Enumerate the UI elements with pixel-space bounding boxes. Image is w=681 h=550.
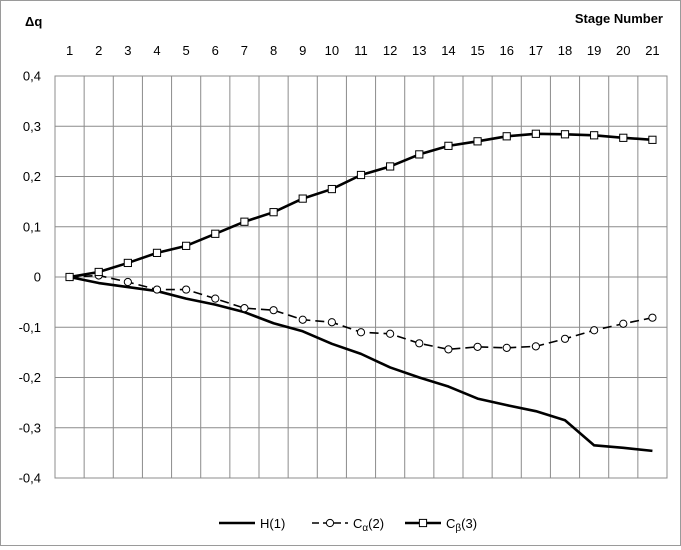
x-tick-label: 6: [212, 43, 219, 58]
series-line: [69, 275, 653, 453]
data-point: [65, 272, 74, 282]
data-point: [182, 241, 191, 250]
y-tick-label: -0,4: [19, 471, 41, 486]
data-point: [386, 162, 395, 171]
data-point: [94, 267, 103, 277]
data-point: [386, 329, 395, 338]
x-tick-label: 20: [616, 43, 630, 58]
data-point: [298, 315, 307, 324]
x-tick-label: 13: [412, 43, 426, 58]
data-point: [444, 345, 453, 354]
data-point: [269, 208, 278, 217]
grid: [54, 75, 668, 479]
x-tick-label: 14: [441, 43, 455, 58]
data-point: [590, 326, 599, 335]
legend-entry: Cβ(3): [405, 516, 477, 534]
data-point: [356, 328, 366, 337]
series: [65, 129, 657, 453]
data-point: [123, 258, 132, 268]
y-tick-labels: -0,4 -0,3 -0,2 -0,1 0 0,1 0,2 0,3 0,4: [19, 69, 41, 486]
data-point: [473, 342, 482, 351]
y-tick-label: 0,3: [23, 119, 41, 134]
legend-marker: [325, 518, 335, 528]
x-tick-label: 7: [241, 43, 248, 58]
data-point: [648, 313, 657, 322]
data-point: [298, 194, 307, 203]
x-tick-label: 12: [383, 43, 397, 58]
data-point: [502, 343, 511, 352]
x-tick-label: 21: [645, 43, 659, 58]
plot-area-border: [54, 75, 668, 479]
legend-entry: Cα(2): [312, 516, 384, 534]
data-point: [182, 285, 191, 294]
data-point: [619, 319, 628, 328]
x-tick-label: 15: [470, 43, 484, 58]
data-point: [619, 133, 628, 142]
y-tick-label: 0,2: [23, 169, 41, 184]
series-1: [69, 275, 653, 453]
data-point: [240, 304, 249, 313]
data-point: [356, 170, 366, 180]
y-tick-label: -0,2: [19, 370, 41, 385]
data-point: [327, 184, 336, 194]
x-tick-label: 19: [587, 43, 601, 58]
data-point: [240, 217, 249, 226]
data-point: [531, 342, 540, 351]
data-point: [327, 318, 336, 327]
x-tick-label: 10: [325, 43, 339, 58]
x-tick-label: 11: [354, 43, 368, 58]
data-point: [415, 150, 424, 159]
data-point: [152, 248, 162, 257]
y-axis-title: Δq: [25, 14, 42, 29]
x-tick-label: 9: [299, 43, 306, 58]
legend-marker: [418, 518, 428, 528]
legend-label: H(1): [260, 516, 285, 531]
legend-entry: H(1): [219, 516, 285, 531]
series-2: [65, 271, 657, 354]
data-point: [123, 277, 132, 287]
x-tick-label: 8: [270, 43, 277, 58]
data-point: [211, 229, 220, 238]
data-point: [415, 339, 424, 348]
y-tick-label: 0,4: [23, 69, 41, 84]
x-axis-title: Stage Number: [575, 11, 663, 26]
data-point: [560, 334, 570, 343]
data-point: [502, 132, 511, 141]
data-point: [444, 141, 453, 150]
data-point: [269, 306, 278, 315]
x-tick-label: 4: [153, 43, 160, 58]
y-tick-label: -0,1: [19, 320, 41, 335]
data-point: [211, 294, 220, 303]
data-point: [531, 129, 540, 138]
data-point: [560, 130, 570, 139]
x-tick-label: 17: [529, 43, 543, 58]
y-tick-label: 0,1: [23, 219, 41, 234]
data-point: [590, 131, 599, 140]
x-tick-label: 18: [558, 43, 572, 58]
y-tick-label: 0: [34, 270, 41, 285]
x-tick-labels: 1 2 3 4 5 6 7 8 9 10 11 12 13 14 15 16 17 18 19 20 21: [66, 43, 660, 58]
x-tick-label: 1: [66, 43, 73, 58]
x-tick-label: 2: [95, 43, 102, 58]
series-3: [65, 129, 657, 282]
x-tick-label: 16: [499, 43, 513, 58]
data-point: [648, 135, 657, 144]
legend-label: Cβ(3): [446, 516, 477, 534]
y-tick-label: -0,3: [19, 420, 41, 435]
x-tick-label: 5: [183, 43, 190, 58]
data-point: [473, 137, 482, 146]
x-tick-label: 3: [124, 43, 131, 58]
data-point: [152, 285, 162, 294]
legend-label: Cα(2): [353, 516, 384, 534]
legend: H(1) Cα(2) Cβ(3): [219, 516, 477, 534]
